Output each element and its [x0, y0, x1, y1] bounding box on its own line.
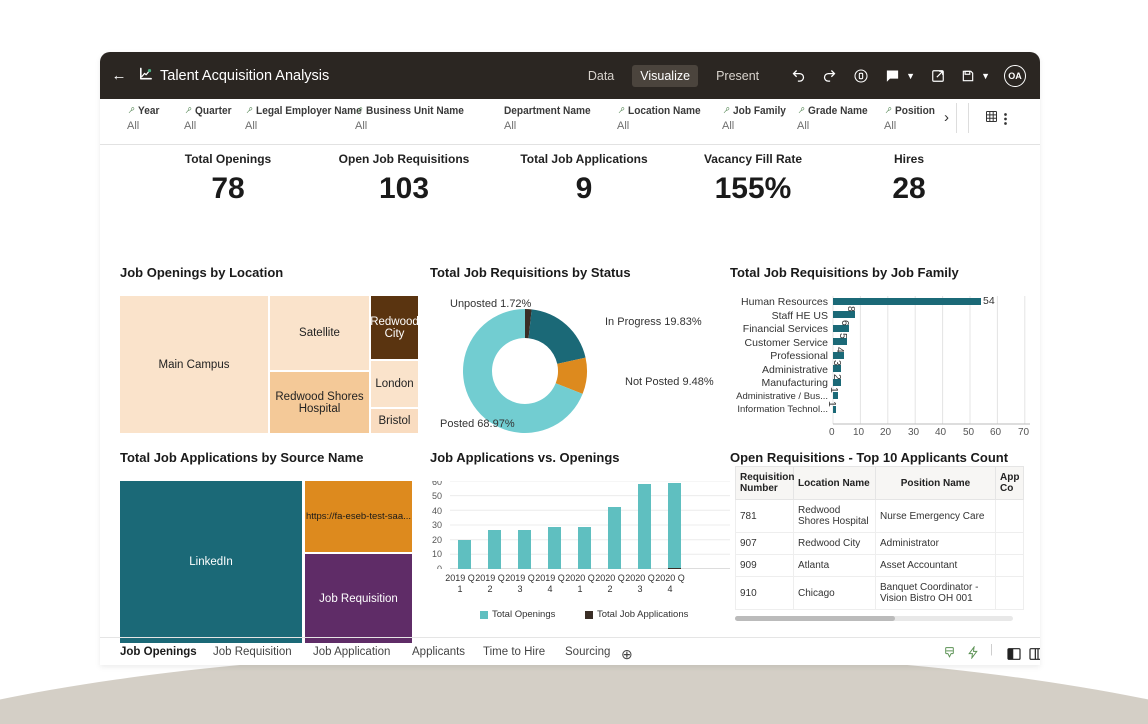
svg-text:10: 10 — [432, 549, 442, 559]
svg-text:0: 0 — [437, 564, 442, 569]
svg-text:40: 40 — [432, 506, 442, 516]
svg-text:20: 20 — [432, 535, 442, 545]
svg-text:60: 60 — [432, 481, 442, 487]
svg-text:50: 50 — [432, 491, 442, 501]
svg-text:30: 30 — [432, 520, 442, 530]
